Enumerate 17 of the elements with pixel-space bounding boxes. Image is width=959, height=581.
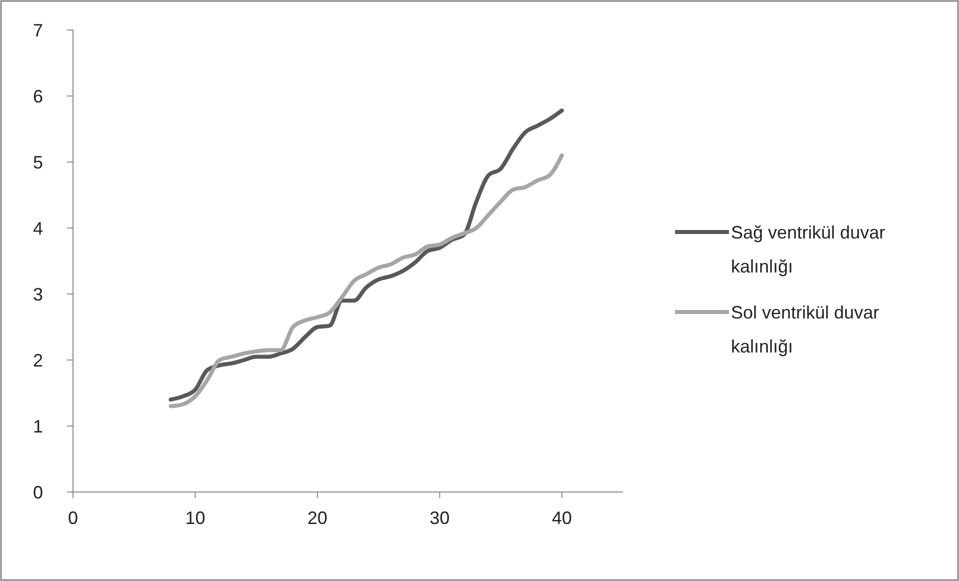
- x-tick-label: 30: [430, 508, 450, 528]
- y-tick-label: 5: [32, 152, 43, 172]
- y-tick-label: 6: [32, 86, 43, 106]
- x-tick-label: 10: [185, 508, 206, 528]
- line-series: [168, 108, 564, 402]
- y-tick-label: 4: [32, 218, 43, 238]
- legend-label: Sol ventrikül duvar kalınlığı: [731, 302, 880, 356]
- legend-label: Sağ ventrikül duvar kalınlığı: [731, 222, 886, 276]
- line-series: [168, 153, 564, 408]
- y-tick-label: 2: [32, 350, 43, 370]
- x-tick-label: 20: [307, 508, 328, 528]
- x-tick-label: 40: [552, 508, 572, 528]
- y-tick-label: 3: [32, 284, 43, 304]
- y-tick-label: 0: [32, 482, 43, 502]
- y-tick-label: 7: [32, 20, 43, 40]
- y-tick-label: 1: [32, 416, 43, 436]
- x-tick-label: 0: [68, 508, 78, 528]
